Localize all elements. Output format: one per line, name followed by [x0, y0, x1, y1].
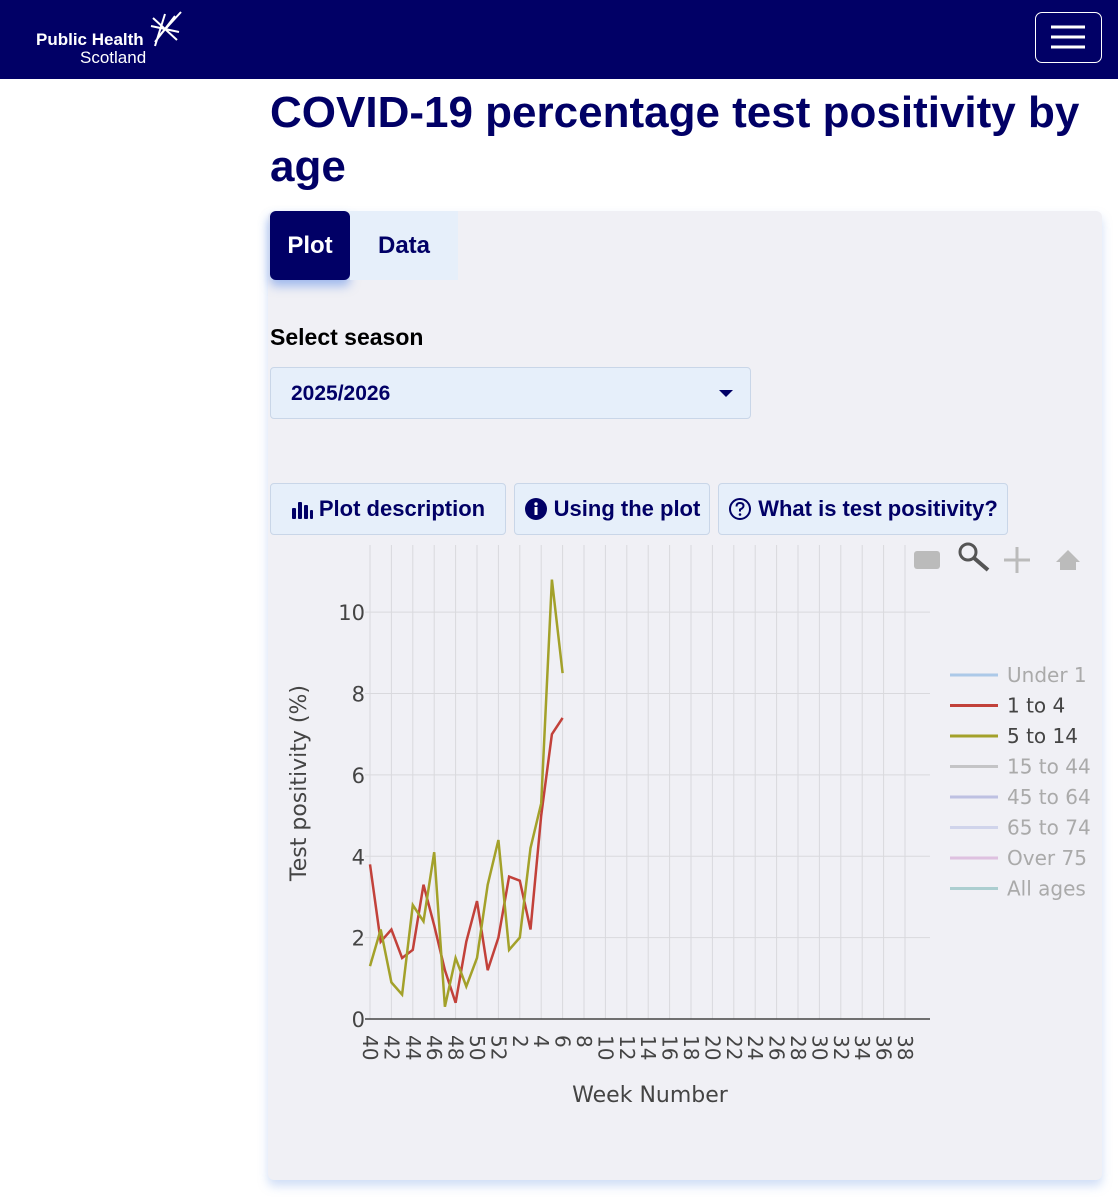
x-tick-label: 14 [636, 1035, 660, 1060]
logo-line: Scotland [80, 48, 147, 67]
x-tick-label: 32 [829, 1035, 853, 1060]
x-tick-label: 44 [401, 1035, 425, 1060]
x-tick-label: 18 [679, 1035, 703, 1060]
using-plot-button[interactable]: Using the plot [514, 483, 710, 535]
select-label: Select season [270, 324, 424, 350]
y-tick-label: 4 [352, 845, 365, 869]
x-tick-label: 10 [593, 1035, 617, 1060]
x-tick-label: 46 [422, 1035, 446, 1060]
zoom-icon[interactable] [958, 542, 978, 562]
legend-entry[interactable]: Under 1 [1007, 663, 1087, 687]
x-tick-label: 52 [486, 1035, 510, 1060]
x-tick-label: 40 [358, 1035, 382, 1060]
x-tick-label: 30 [807, 1035, 831, 1060]
y-tick-label: 8 [352, 683, 365, 707]
caret [719, 390, 733, 397]
legend-entry[interactable]: All ages [1007, 877, 1086, 901]
x-tick-label: 16 [658, 1035, 682, 1060]
header: Public Health Scotland [0, 0, 1118, 79]
button-text: Plot description [318, 496, 486, 521]
legend-entry[interactable]: 65 to 74 [1007, 816, 1091, 840]
series-line [368, 579, 564, 1008]
tab[interactable]: Data [350, 211, 458, 280]
x-tick-label: 42 [379, 1035, 403, 1060]
y-tick-label: 6 [352, 764, 365, 788]
x-tick-label: 8 [572, 1035, 596, 1048]
test-positivity-button[interactable]: What is test positivity? [718, 483, 1008, 535]
legend-entry[interactable]: 5 to 14 [1007, 724, 1078, 748]
logo-line: Public Health [36, 30, 144, 49]
x-tick-label: 20 [700, 1035, 724, 1060]
modebar [914, 542, 1080, 573]
x-tick-label: 26 [765, 1035, 789, 1060]
menu-button[interactable] [1035, 12, 1102, 63]
menu-icon [1051, 25, 1085, 49]
x-tick-label: 6 [551, 1035, 575, 1048]
camera-icon[interactable] [914, 551, 940, 569]
x-tick-label: 50 [465, 1035, 489, 1060]
logo-star [150, 11, 182, 47]
y-tick-label: 0 [352, 1008, 365, 1032]
series-line [368, 717, 564, 1004]
legend-entry[interactable]: Over 75 [1007, 846, 1087, 870]
x-axis-title: Week Number [572, 1083, 729, 1108]
legend-entry[interactable]: 1 to 4 [1007, 694, 1065, 718]
y-tick-label: 10 [338, 601, 365, 625]
x-tick-label: 4 [529, 1035, 553, 1048]
x-tick-label: 28 [786, 1035, 810, 1060]
x-tick-label: 34 [850, 1035, 874, 1060]
page-title: COVID-19 percentage test positivity by a… [270, 88, 1080, 191]
legend-entry[interactable]: 15 to 44 [1007, 755, 1091, 779]
plot-description-button[interactable]: Plot description [270, 483, 506, 535]
bar-icon [291, 502, 313, 519]
tab-active[interactable]: Plot [270, 211, 350, 280]
x-tick-label: 12 [615, 1035, 639, 1060]
x-tick-label: 22 [722, 1035, 746, 1060]
home-icon[interactable] [1056, 550, 1080, 570]
season-select[interactable]: 2025/2026 [270, 367, 751, 419]
pan-icon[interactable] [1004, 547, 1030, 573]
button-text: Using the plot [553, 496, 701, 521]
x-tick-label: 38 [893, 1035, 917, 1060]
select-value: 2025/2026 [291, 382, 391, 405]
x-tick-label: 2 [508, 1035, 532, 1048]
y-axis-title: Test positivity (%) [287, 685, 312, 882]
x-tick-label: 36 [872, 1035, 896, 1060]
x-tick-label: 24 [743, 1035, 767, 1060]
info-icon [524, 498, 547, 520]
help-icon [729, 498, 752, 520]
legend-entry[interactable]: 45 to 64 [1007, 785, 1091, 809]
button-text: What is test positivity? [758, 496, 998, 521]
y-tick-label: 2 [352, 927, 365, 951]
x-tick-label: 48 [444, 1035, 468, 1060]
